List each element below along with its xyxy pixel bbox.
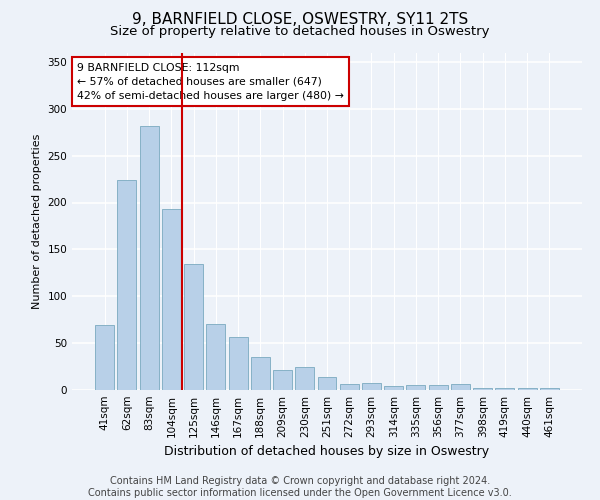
Text: Contains HM Land Registry data © Crown copyright and database right 2024.
Contai: Contains HM Land Registry data © Crown c…: [88, 476, 512, 498]
Bar: [406, 386, 425, 390]
Bar: [317, 377, 337, 390]
Bar: [340, 384, 359, 390]
Bar: [95, 326, 114, 390]
Text: 9, BARNFIELD CLOSE, OSWESTRY, SY11 2TS: 9, BARNFIELD CLOSE, OSWESTRY, SY11 2TS: [132, 12, 468, 28]
Text: 9 BARNFIELD CLOSE: 112sqm
← 57% of detached houses are smaller (647)
42% of semi: 9 BARNFIELD CLOSE: 112sqm ← 57% of detac…: [77, 62, 344, 100]
Bar: [273, 370, 292, 390]
Bar: [251, 357, 270, 390]
Bar: [384, 386, 403, 390]
Bar: [429, 386, 448, 390]
Bar: [473, 388, 492, 390]
Bar: [206, 324, 225, 390]
Bar: [118, 180, 136, 390]
Bar: [451, 384, 470, 390]
Bar: [162, 209, 181, 390]
Y-axis label: Number of detached properties: Number of detached properties: [32, 134, 42, 309]
Bar: [140, 126, 158, 390]
Bar: [362, 382, 381, 390]
Text: Size of property relative to detached houses in Oswestry: Size of property relative to detached ho…: [110, 25, 490, 38]
Bar: [295, 366, 314, 390]
X-axis label: Distribution of detached houses by size in Oswestry: Distribution of detached houses by size …: [164, 446, 490, 458]
Bar: [496, 388, 514, 390]
Bar: [518, 388, 536, 390]
Bar: [184, 264, 203, 390]
Bar: [540, 388, 559, 390]
Bar: [229, 336, 248, 390]
